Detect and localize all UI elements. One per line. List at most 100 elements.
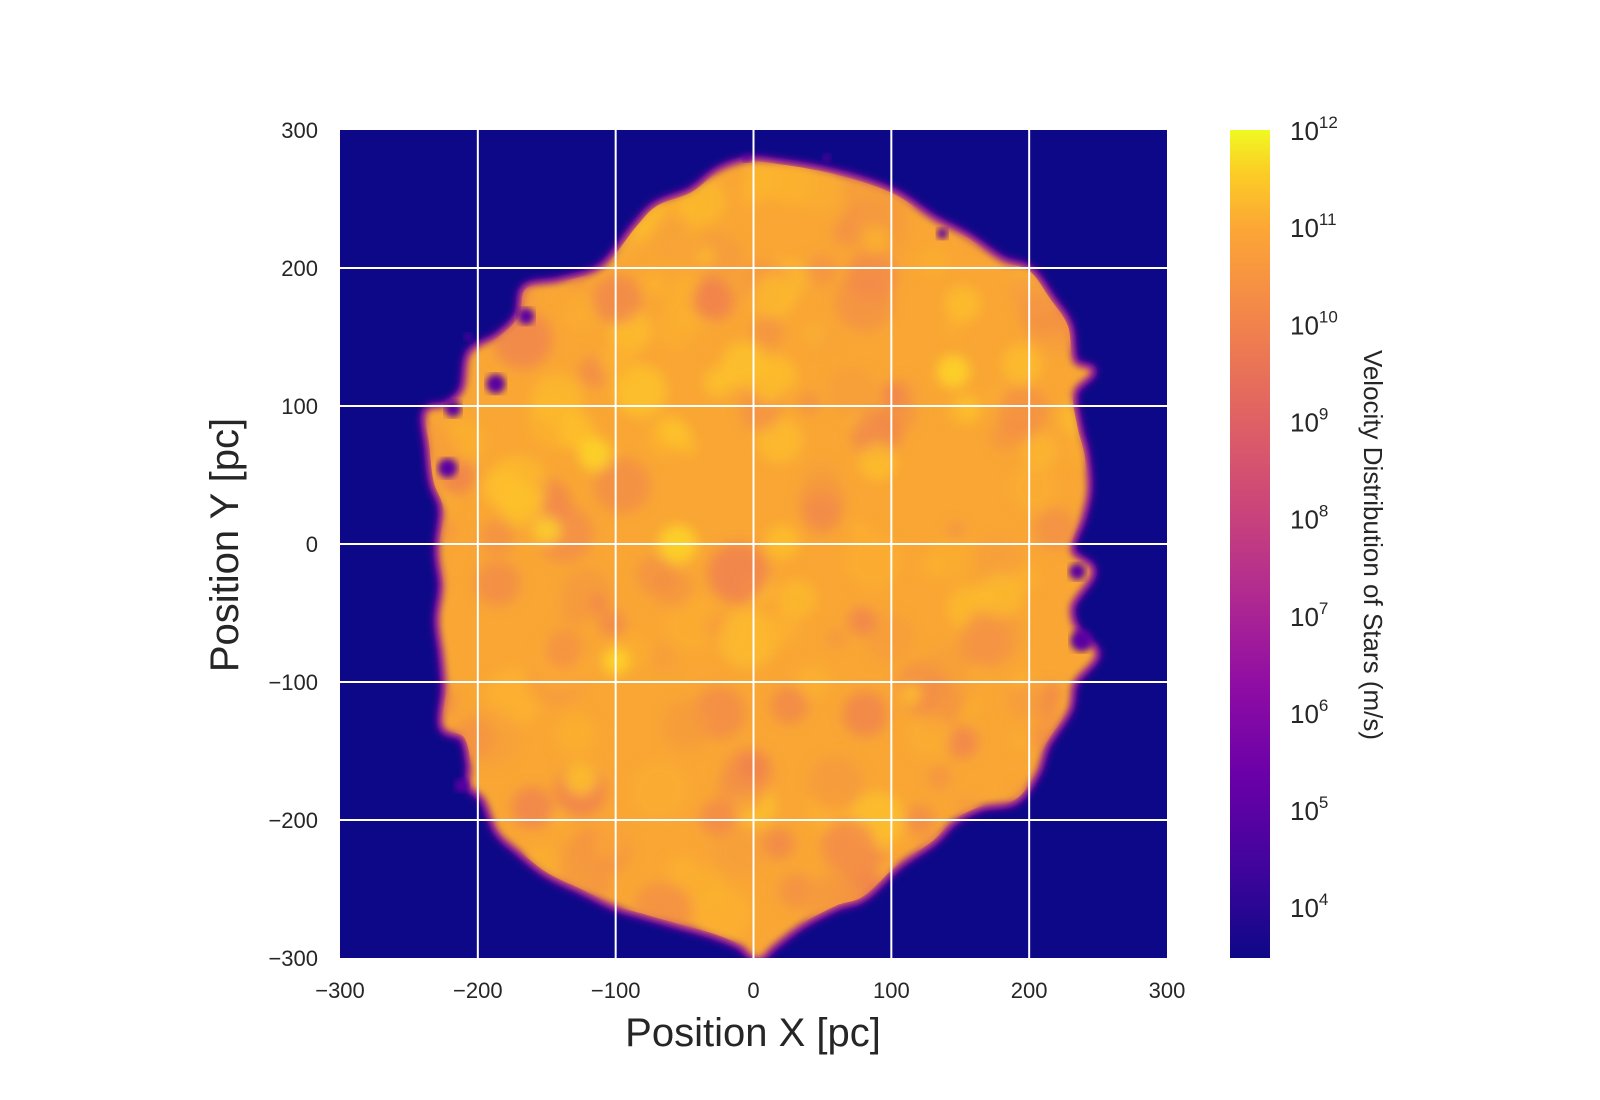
blob-texture-spot	[654, 570, 693, 610]
y-tick-label: −200	[268, 808, 318, 833]
blob-texture-spot	[762, 610, 799, 647]
blob-texture-spot	[850, 520, 869, 539]
blob-texture-spot	[1001, 344, 1042, 385]
blob-texture-spot	[721, 341, 768, 388]
y-tick-label: 200	[281, 256, 318, 281]
blob-texture-spot	[530, 373, 584, 427]
blob-texture-spot	[946, 727, 978, 758]
blob-texture-spot	[900, 683, 923, 706]
x-tick-label: 100	[873, 978, 910, 1003]
colorbar-tick-label: 105	[1290, 793, 1328, 826]
colorbar-tick-label: 109	[1290, 404, 1328, 437]
blob-highlight	[532, 516, 561, 544]
blob-dark-spot	[517, 308, 535, 325]
x-tick-label: −300	[315, 978, 365, 1003]
x-tick-label: 0	[747, 978, 759, 1003]
blob-texture-spot	[544, 630, 583, 669]
blob-texture-spot	[679, 437, 699, 457]
blob-texture-spot	[600, 343, 637, 380]
blob-texture-spot	[858, 442, 897, 481]
colorbar-label: Velocity Distribution of Stars (m/s)	[1358, 350, 1388, 740]
blob-texture-spot	[941, 319, 961, 339]
blob-texture-spot	[590, 824, 627, 860]
blob-highlight	[936, 354, 970, 389]
plot-area	[340, 130, 1167, 958]
blob-texture-spot	[967, 664, 986, 683]
grid-lines	[340, 130, 1167, 958]
blob-texture-spot	[959, 617, 1011, 668]
blob-texture-spot	[753, 373, 784, 405]
blob-dark-spot	[1070, 629, 1093, 652]
blob-texture-spot	[906, 711, 953, 758]
colorbar-tick-label: 1011	[1290, 210, 1337, 243]
blob-texture-spot	[1011, 732, 1030, 752]
blob-texture-spot	[765, 524, 800, 560]
blob-dark-spot	[822, 153, 831, 162]
blob-texture-spot	[1034, 508, 1076, 550]
blob-texture-spot	[564, 762, 598, 796]
x-tick-label: −100	[591, 978, 641, 1003]
blob-texture-spot	[711, 823, 766, 878]
y-axis-label: Position Y [pc]	[203, 418, 247, 672]
blob-texture-spot	[944, 285, 982, 323]
blob-texture-spot	[917, 245, 951, 278]
blob-texture-spot	[763, 828, 795, 859]
blob-texture-spot	[978, 572, 1024, 617]
blob-texture-spot	[560, 601, 586, 628]
blob-texture-spot	[998, 386, 1049, 437]
blob-texture-spot	[700, 799, 737, 836]
blob-texture-spot	[777, 579, 817, 619]
blob-texture-spot	[827, 629, 846, 648]
blob-texture-spot	[476, 562, 519, 606]
colorbar-tick-label: 104	[1290, 890, 1328, 923]
blob-dark-spot	[936, 227, 948, 240]
blob-texture-spot	[690, 232, 744, 286]
blob-texture-spot	[511, 787, 553, 828]
y-tick-label: 300	[281, 118, 318, 143]
blob-texture-spot	[934, 685, 966, 717]
blob-texture-spot	[865, 614, 914, 662]
blob-texture-spot	[974, 536, 1022, 584]
y-axis-ticks: −300 −200 −100 0 100 200 300	[268, 118, 318, 971]
blob-texture-spot	[835, 272, 894, 331]
blob-texture-spot	[480, 520, 514, 555]
blob-texture-spot	[695, 246, 716, 267]
blob-texture-spot	[808, 755, 864, 811]
blob-texture-spot	[945, 402, 966, 423]
blob-texture-spot	[807, 322, 836, 351]
blob-texture-spot	[552, 842, 604, 895]
blob-texture-spot	[614, 364, 668, 418]
blob-texture-spot	[553, 712, 598, 757]
blob-dark-spot	[444, 400, 462, 418]
colorbar: 104 105 106 107 108 109 1010 1011 1012 Velocity …	[1230, 113, 1388, 958]
blob-texture-spot	[687, 867, 728, 907]
blob-texture-spot	[845, 532, 902, 590]
blob-texture-spot	[599, 610, 626, 637]
x-axis-ticks: −300 −200 −100 0 100 200 300	[315, 978, 1185, 1003]
blob-texture-spot	[803, 495, 841, 533]
blob-dark-spot	[437, 458, 458, 478]
blob-texture-spot	[651, 215, 691, 255]
blob-texture-spot	[718, 609, 778, 669]
blob-texture-spot	[563, 296, 599, 332]
blob-texture-spot	[822, 819, 877, 874]
blob-texture-spot	[662, 700, 712, 750]
blob-texture-spot	[842, 691, 888, 737]
blob-texture-spot	[807, 254, 838, 285]
blob-texture-spot	[803, 462, 842, 501]
blob-texture-spot	[698, 274, 720, 297]
blob-texture-spot	[459, 706, 519, 766]
blob-texture-spot	[642, 271, 667, 297]
blob-dark-spot	[1069, 563, 1086, 580]
blob-texture-spot	[751, 275, 796, 319]
x-tick-label: −200	[453, 978, 503, 1003]
blob-dark-spot	[486, 374, 506, 394]
blob-texture-spot	[703, 367, 733, 397]
colorbar-gradient	[1230, 130, 1270, 958]
blob-dark-spot	[464, 332, 473, 342]
blob-texture-spot	[630, 761, 689, 820]
blob-texture-spot	[1007, 681, 1045, 719]
y-tick-label: −300	[268, 946, 318, 971]
blob-texture-spot	[799, 393, 820, 414]
y-tick-label: 0	[306, 532, 318, 557]
